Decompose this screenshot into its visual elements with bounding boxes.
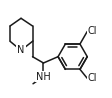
Text: N: N — [17, 45, 25, 55]
Text: Cl: Cl — [86, 26, 96, 36]
Text: NH: NH — [36, 72, 50, 82]
Text: Cl: Cl — [86, 73, 96, 83]
